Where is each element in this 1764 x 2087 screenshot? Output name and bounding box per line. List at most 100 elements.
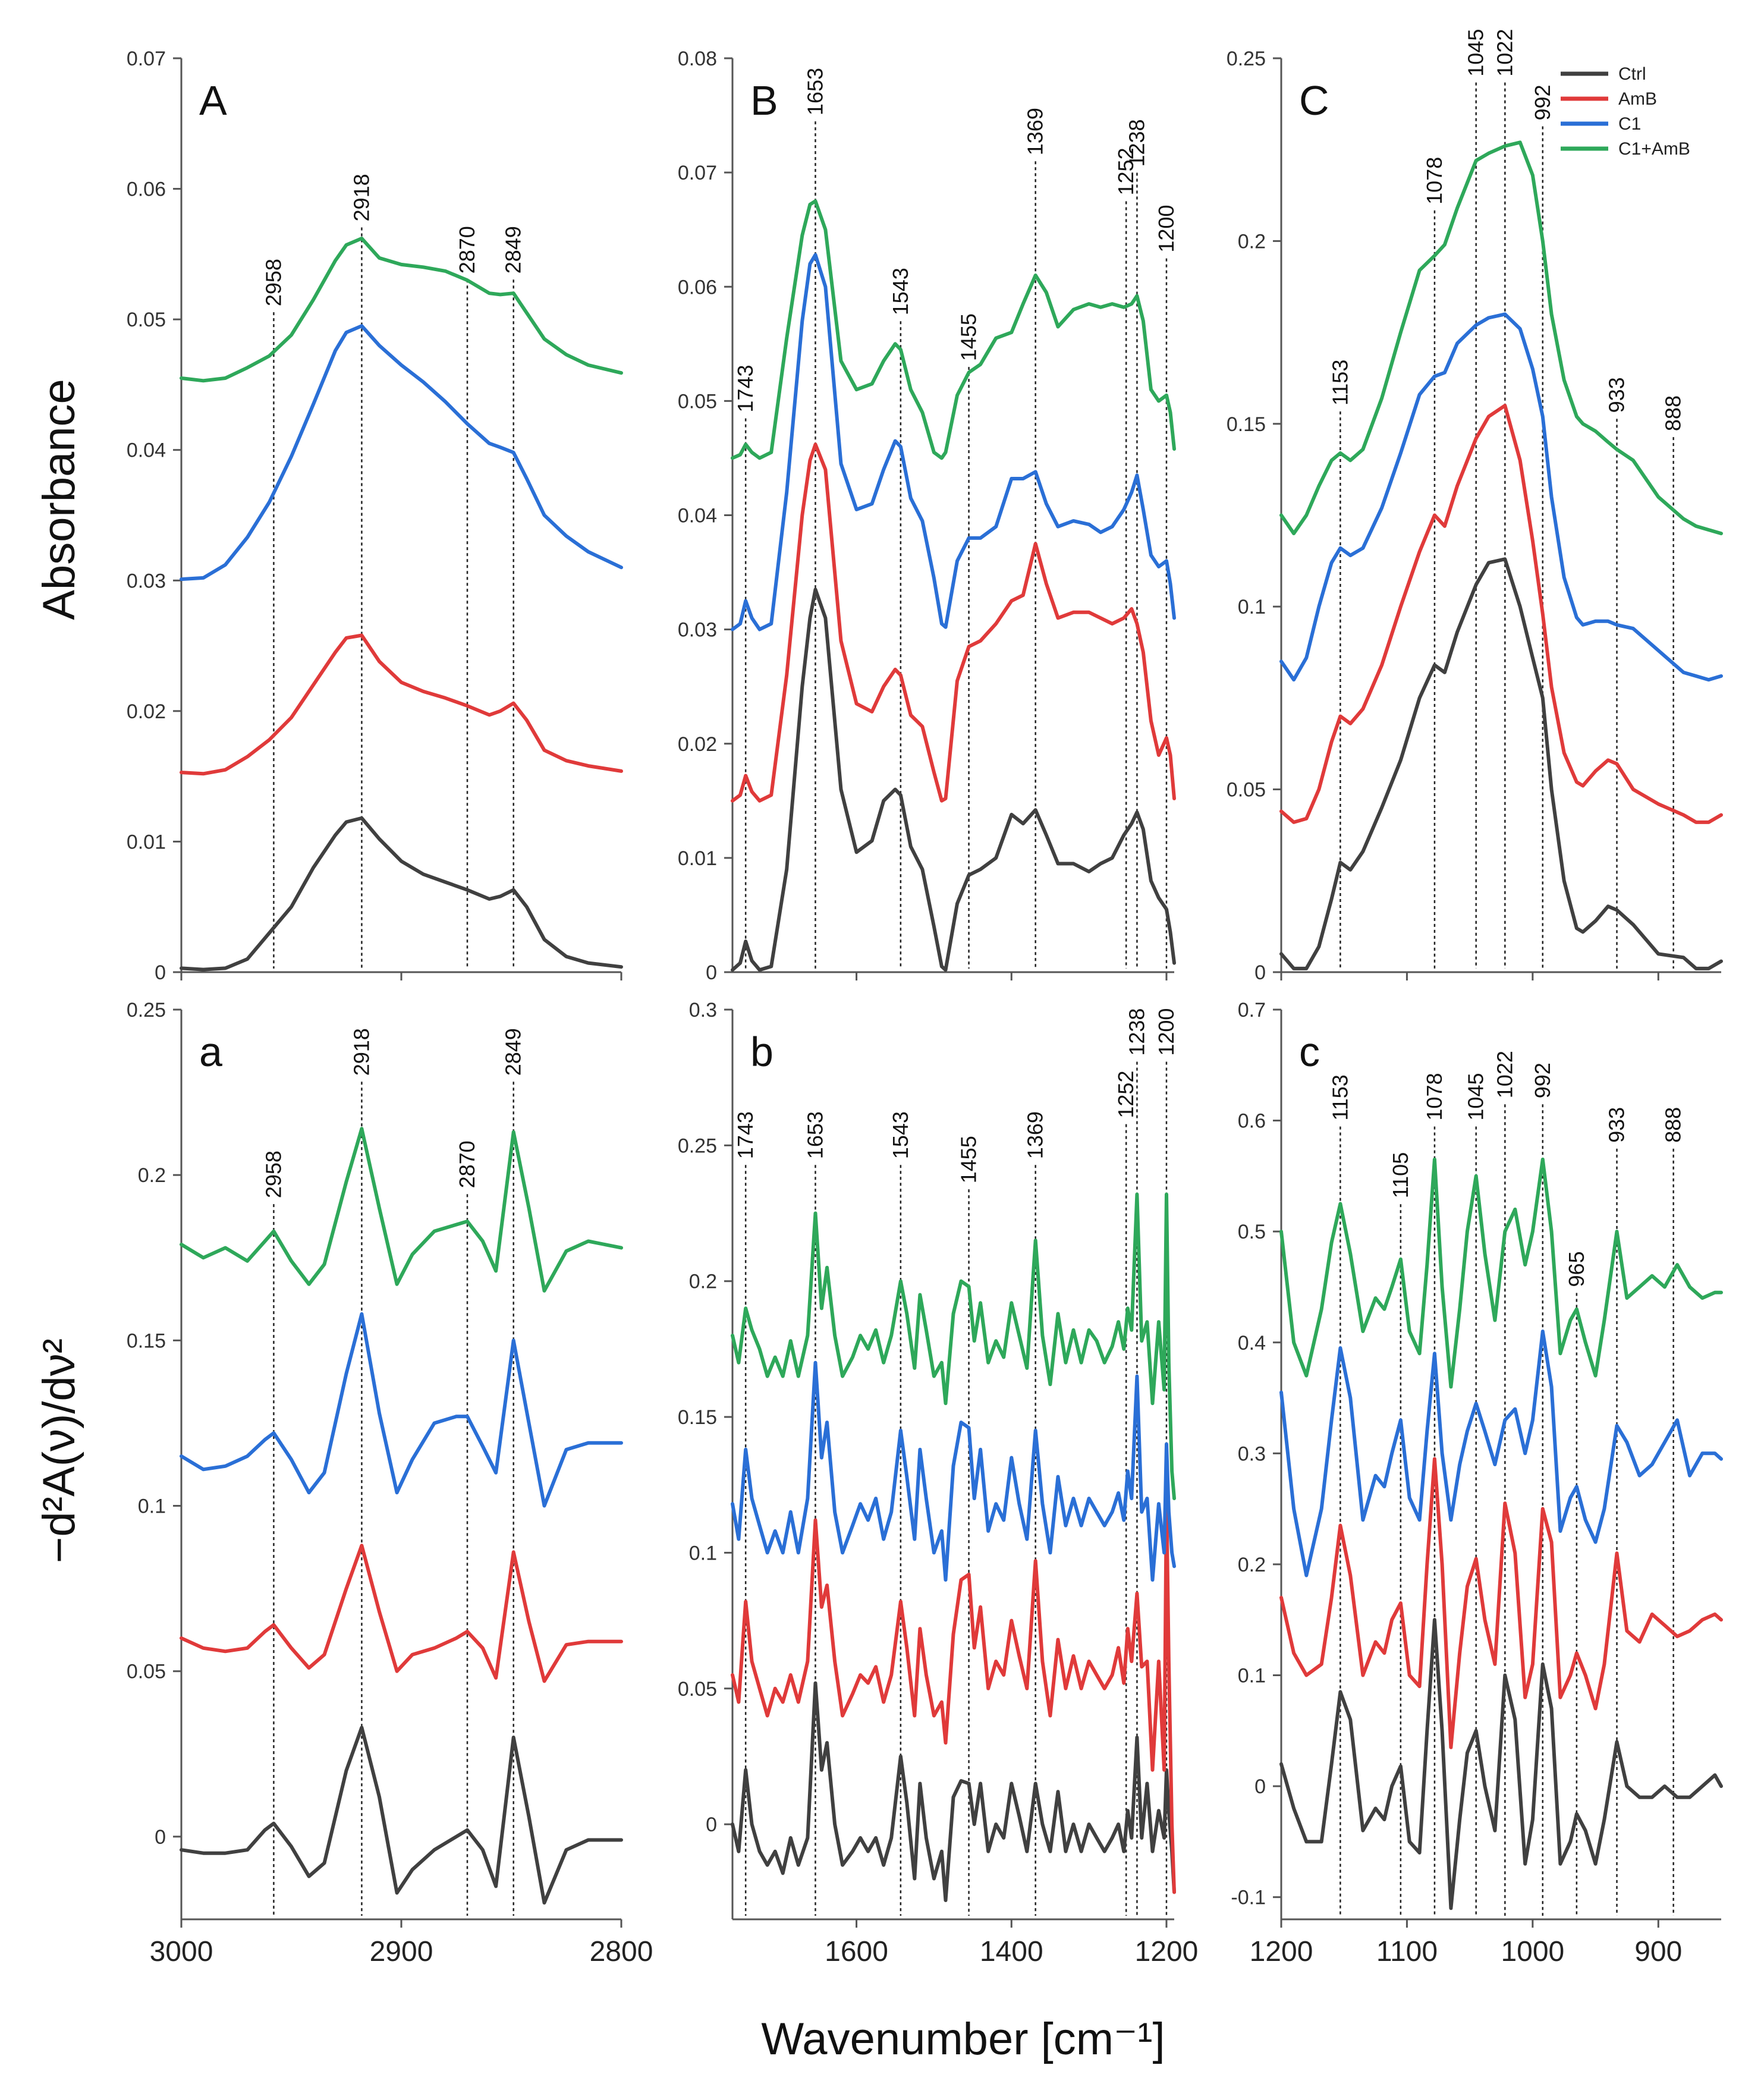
y-tick-label-b: 0 [706, 1813, 717, 1836]
x-tick-label-c: 1000 [1501, 1936, 1564, 1967]
peak-label-888: 888 [1661, 1107, 1686, 1143]
peak-label-1252: 1252 [1114, 1071, 1138, 1118]
series-ctrl-B [731, 587, 1176, 972]
series-c1-B [731, 253, 1176, 631]
series-amb-c [1279, 1457, 1723, 1749]
peak-label-1045: 1045 [1464, 1073, 1488, 1120]
y-tick-label-c: 0.2 [1238, 1554, 1266, 1576]
peak-label-1153: 1153 [1328, 1074, 1352, 1120]
x-tick-label-a: 2800 [590, 1936, 653, 1967]
legend-label-c1: C1 [1618, 114, 1641, 134]
peak-label-1078: 1078 [1422, 1073, 1447, 1120]
y-tick-label-c: 0.5 [1238, 1221, 1266, 1243]
y-tick-label-B: 0.06 [678, 276, 717, 298]
peak-label-2870: 2870 [455, 226, 479, 274]
y-axis-title-absorbance: Absorbance [34, 379, 84, 620]
peak-label-1078: 1078 [1422, 157, 1447, 205]
peak-label-1022: 1022 [1492, 1051, 1517, 1098]
series-ctrl-a [180, 1725, 623, 1905]
y-tick-label-B: 0.07 [678, 162, 717, 184]
peak-label-933: 933 [1605, 1107, 1629, 1143]
panel-letter-b: b [750, 1029, 773, 1075]
y-tick-label-B: 0.02 [678, 733, 717, 756]
peak-label-1153: 1153 [1328, 360, 1352, 406]
series-c1-b [731, 1360, 1176, 1582]
x-tick-label-b: 1600 [825, 1936, 888, 1967]
peak-label-2958: 2958 [261, 1151, 285, 1198]
x-tick-label-a: 2900 [370, 1936, 433, 1967]
series-amb-B [731, 442, 1176, 803]
panel-letter-C: C [1299, 77, 1329, 124]
legend: Ctrl AmB C1 C1+AmB [1561, 64, 1690, 159]
series-c1-c [1279, 1329, 1723, 1577]
series-c1-amb-C [1279, 140, 1723, 536]
peak-label-1105: 1105 [1388, 1152, 1413, 1198]
peak-label-1455: 1455 [957, 1136, 981, 1183]
y-tick-label-b: 0.1 [689, 1542, 717, 1564]
y-tick-label-C: 0.05 [1227, 779, 1266, 802]
y-tick-label-a: 0.25 [127, 999, 166, 1022]
peak-label-2918: 2918 [349, 1028, 373, 1076]
peak-label-1252: 1252 [1114, 147, 1138, 195]
y-tick-label-b: 0.2 [689, 1271, 717, 1293]
peak-label-1369: 1369 [1023, 1111, 1048, 1159]
peak-label-1653: 1653 [803, 1111, 827, 1159]
y-tick-label-C: 0.1 [1238, 596, 1266, 618]
legend-label-ctrl: Ctrl [1618, 64, 1646, 84]
y-tick-label-c: 0.3 [1238, 1442, 1266, 1465]
y-tick-label-A: 0.04 [127, 439, 166, 462]
peak-label-2870: 2870 [455, 1140, 479, 1188]
y-tick-label-C: 0.2 [1238, 230, 1266, 253]
peak-label-1238: 1238 [1124, 119, 1149, 166]
y-axis-title-second-derivative: −d²A(ν)/dν² [34, 1338, 84, 1563]
legend-label-c1-amb: C1+AmB [1618, 139, 1690, 159]
y-tick-label-A: 0.01 [127, 831, 166, 853]
series-c1-A [180, 324, 623, 582]
y-tick-label-a: 0.2 [138, 1164, 166, 1187]
y-tick-label-A: 0 [155, 961, 166, 984]
x-tick-label-c: 1200 [1250, 1936, 1313, 1967]
y-tick-label-c: 0.7 [1238, 999, 1266, 1022]
series-ctrl-c [1279, 1618, 1723, 1910]
panel-b: 0 0.05 0.1 0.15 0.2 0.25 0.3 1600 1400 1200 1743 16… [678, 999, 1199, 1967]
y-tick-label-b: 0.05 [678, 1678, 717, 1701]
y-tick-label-B: 0.05 [678, 390, 717, 413]
y-tick-label-B: 0.03 [678, 619, 717, 642]
panel-letter-A: A [199, 77, 227, 124]
peak-label-1543: 1543 [888, 268, 913, 315]
y-tick-label-c: 0.1 [1238, 1665, 1266, 1687]
y-tick-label-a: 0.1 [138, 1495, 166, 1518]
series-ctrl-A [180, 816, 623, 972]
series-c1-amb-b [731, 1192, 1176, 1501]
panel-letter-c: c [1299, 1029, 1320, 1075]
peak-label-1045: 1045 [1464, 29, 1488, 77]
x-axis-title-wavenumber: Wavenumber [cm⁻¹] [761, 2014, 1165, 2064]
series-c1-C [1279, 312, 1723, 682]
y-tick-label-B: 0.04 [678, 505, 717, 527]
peak-label-965: 965 [1564, 1251, 1589, 1287]
peak-label-1743: 1743 [733, 364, 757, 412]
peak-label-1200: 1200 [1154, 1008, 1178, 1056]
peak-label-1238: 1238 [1124, 1008, 1149, 1056]
panels-layer: 0 0.01 0.02 0.03 0.04 0.05 0.06 0.07 2958 2918 287… [127, 29, 1723, 1967]
peak-label-992: 992 [1530, 84, 1555, 120]
y-tick-label-c: -0.1 [1231, 1887, 1266, 1909]
peak-label-2918: 2918 [349, 174, 373, 221]
series-ctrl-C [1279, 557, 1723, 970]
y-tick-label-c: 0.6 [1238, 1110, 1266, 1133]
peak-label-888: 888 [1661, 395, 1686, 431]
panel-letter-B: B [750, 77, 778, 124]
peak-label-2849: 2849 [501, 1028, 526, 1076]
series-ctrl-b [731, 1681, 1176, 1902]
x-tick-label-b: 1400 [980, 1936, 1043, 1967]
series-amb-b [731, 1497, 1176, 1894]
peak-label-1200: 1200 [1154, 205, 1178, 253]
y-tick-label-b: 0.3 [689, 999, 717, 1022]
y-tick-label-A: 0.07 [127, 48, 166, 70]
series-c1-a [180, 1312, 623, 1508]
legend-label-amb: AmB [1618, 89, 1657, 109]
y-tick-label-A: 0.03 [127, 570, 166, 592]
y-tick-label-B: 0 [706, 961, 717, 984]
y-tick-label-b: 0.15 [678, 1406, 717, 1429]
